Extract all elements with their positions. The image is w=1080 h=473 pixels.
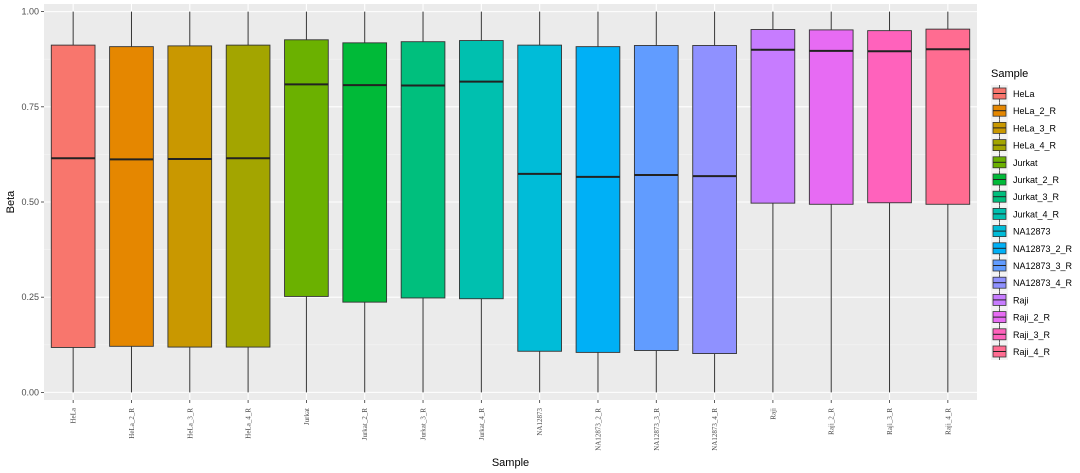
box-rect (867, 30, 912, 204)
box-rect (633, 45, 679, 351)
x-tick-label: HeLa_4_R (245, 408, 253, 439)
box-HeLa_3_R (167, 11, 213, 393)
legend-item: Jurkat_4_R (991, 205, 1060, 223)
box-rect (808, 29, 854, 205)
legend-item: HeLa_3_R (991, 119, 1057, 137)
legend-label: Raji_4_R (1013, 347, 1051, 357)
x-tick-label: Jurkat_3_R (420, 408, 428, 441)
x-tick-label: HeLa_2_R (128, 408, 136, 439)
legend-label: Jurkat (1013, 158, 1038, 168)
box-Raji (750, 11, 796, 393)
box-rect (50, 44, 96, 348)
x-tick-label: Jurkat_4_R (478, 408, 486, 441)
y-tick-label: 1.00 (21, 7, 39, 17)
legend-label: HeLa (1013, 89, 1035, 99)
box-Jurkat_4_R (459, 11, 504, 393)
box-NA12873 (517, 11, 562, 393)
legend-item: NA12873_2_R (991, 239, 1073, 257)
x-tick-label: Raji_4_R (944, 408, 952, 435)
x-tick-label: NA12873_2_R (594, 408, 602, 451)
x-tick-label: NA12873_4_R (711, 408, 719, 451)
legend-label: NA12873_2_R (1013, 244, 1073, 254)
legend-item: Raji (991, 291, 1029, 309)
box-rect (400, 41, 446, 299)
legend-label: HeLa_2_R (1013, 106, 1057, 116)
y-axis-title: Beta (5, 190, 17, 214)
x-tick-label: Jurkat (303, 408, 311, 425)
legend-item: NA12873_3_R (991, 257, 1073, 274)
box-NA12873_4_R (692, 11, 737, 393)
legend-label: Jurkat_2_R (1013, 175, 1060, 185)
y-axis: 0.00 0.25 0.50 0.75 1.00 (21, 7, 44, 397)
legend-label: Raji_2_R (1013, 313, 1051, 323)
x-tick-label: HeLa_3_R (186, 408, 194, 439)
legend-item: Raji_4_R (991, 343, 1051, 360)
box-rect (517, 44, 562, 352)
legend-label: Jurkat_4_R (1013, 209, 1060, 219)
y-tick-label: 0.75 (21, 102, 39, 112)
y-tick-label: 0.25 (21, 292, 39, 302)
legend-label: Jurkat_3_R (1013, 192, 1060, 202)
box-Jurkat_3_R (400, 11, 446, 393)
box-rect (109, 46, 154, 347)
legend-title: Sample (991, 68, 1028, 80)
box-HeLa (50, 11, 96, 393)
legend-item: Jurkat (991, 153, 1038, 171)
x-tick-label: NA12873_3_R (653, 408, 661, 451)
boxes (50, 11, 971, 393)
x-tick-label: Raji (769, 408, 777, 420)
legend-label: HeLa_4_R (1013, 141, 1057, 151)
legend-label: NA12873 (1013, 227, 1051, 237)
legend: Sample HeLa HeLa_2_R HeLa_3_R HeLa_4_R Jurka… (991, 68, 1073, 360)
legend-label: NA12873_3_R (1013, 261, 1073, 271)
legend-item: NA12873 (991, 222, 1051, 240)
legend-label: Raji_3_R (1013, 330, 1051, 340)
box-rect (925, 28, 971, 205)
box-rect (167, 45, 213, 348)
box-NA12873_2_R (575, 11, 621, 393)
legend-item: Raji_3_R (991, 325, 1051, 343)
box-rect (342, 42, 388, 303)
box-rect (692, 45, 737, 354)
y-tick-label: 0.50 (21, 197, 39, 207)
box-rect (459, 40, 504, 300)
box-Raji_4_R (925, 11, 971, 393)
legend-item: HeLa (991, 85, 1035, 102)
x-axis: HeLa HeLa_2_R HeLa_3_R HeLa_4_R Jurkat Jurkat… (70, 400, 952, 451)
x-tick-label: HeLa (70, 407, 78, 423)
legend-label: Raji (1013, 295, 1029, 305)
x-axis-title: Sample (492, 457, 529, 469)
legend-label: HeLa_3_R (1013, 123, 1057, 133)
box-NA12873_3_R (633, 11, 679, 393)
legend-item: Jurkat_2_R (991, 171, 1060, 188)
legend-item: Jurkat_3_R (991, 188, 1060, 206)
x-tick-label: Raji_3_R (886, 408, 894, 435)
box-HeLa_4_R (225, 11, 271, 393)
legend-item: HeLa_2_R (991, 102, 1057, 120)
box-rect (225, 44, 271, 348)
legend-label: NA12873_4_R (1013, 278, 1073, 288)
box-Jurkat (284, 11, 329, 393)
box-HeLa_2_R (109, 11, 154, 393)
x-tick-label: Raji_2_R (828, 408, 836, 435)
legend-item: Raji_2_R (991, 308, 1051, 326)
legend-item: HeLa_4_R (991, 136, 1057, 154)
box-Jurkat_2_R (342, 11, 388, 393)
box-Raji_2_R (808, 11, 854, 393)
box-rect (284, 39, 329, 297)
x-tick-label: NA12873 (536, 408, 544, 436)
y-tick-label: 0.00 (21, 387, 39, 397)
x-tick-label: Jurkat_2_R (361, 408, 369, 441)
box-rect (575, 46, 621, 353)
box-Raji_3_R (867, 11, 912, 393)
box-rect (750, 29, 796, 204)
legend-item: NA12873_4_R (991, 274, 1073, 292)
